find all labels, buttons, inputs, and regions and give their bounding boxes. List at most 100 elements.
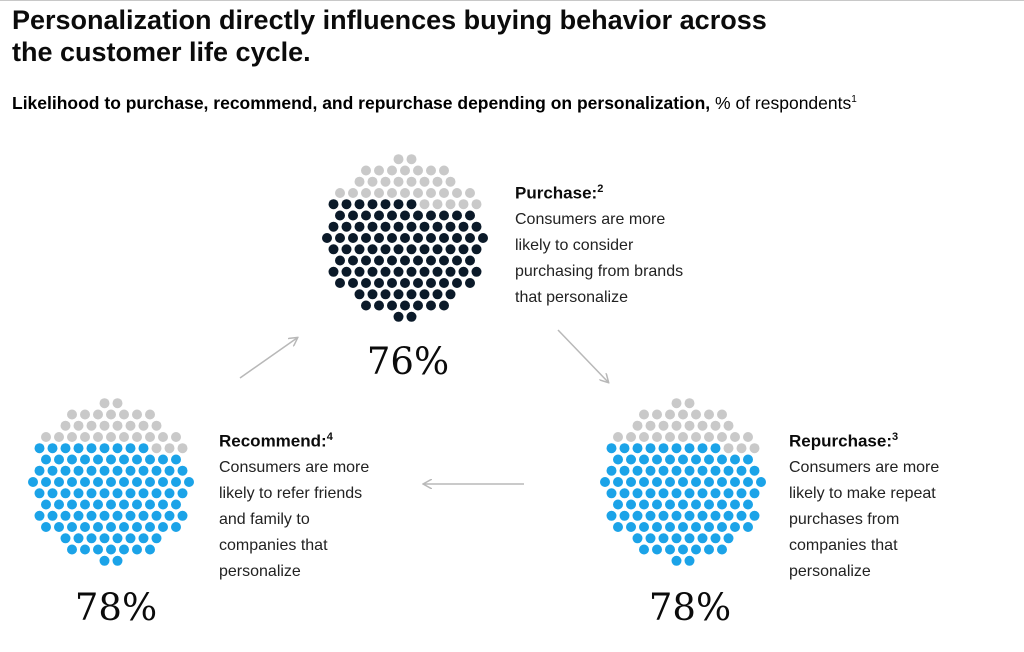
recommend-dot-filled [99,465,110,476]
repurchase-dot-filled [619,510,630,521]
repurchase-description: Consumers are more likely to make repeat… [789,458,940,580]
recommend-dot-filled [177,488,188,499]
purchase-dot-filled [419,289,430,300]
purchase-dot-filled [426,255,436,266]
purchase-dot-filled [471,221,482,232]
purchase-dot-empty [439,165,449,176]
recommend-dot-filled [119,477,129,487]
purchase-dot-filled [419,266,430,277]
recommend-dot-filled [99,555,110,566]
purchase-dot-filled [439,233,449,243]
repurchase-heading-text: Repurchase: [789,431,892,451]
recommend-heading: Recommend:4 [219,424,419,455]
recommend-dot-empty [119,409,129,420]
purchase-dot-empty [406,154,417,165]
recommend-dot-filled [171,454,181,465]
repurchase-dot-filled [665,522,675,532]
repurchase-dot-empty [639,432,649,442]
recommend-dot-filled [86,465,97,476]
repurchase-dot-filled [652,477,662,487]
purchase-dot-filled [380,199,391,210]
purchase-heading-text: Purchase: [515,183,598,203]
recommend-dot-empty [67,432,77,442]
repurchase-dot-filled [684,488,695,499]
subtitle-lead: Likelihood to purchase, recommend, and r… [12,92,711,113]
purchase-dot-filled [439,278,449,288]
recommend-dot-filled [171,477,181,487]
repurchase-dot-filled [645,488,656,499]
repurchase-dot-filled [600,477,610,487]
recommend-dot-empty [93,409,103,420]
repurchase-dot-filled [717,544,727,555]
recommend-dot-filled [138,443,149,454]
purchase-dot-empty [393,176,404,187]
recommend-dot-empty [138,420,149,431]
recommend-dot-filled [125,510,136,521]
repurchase-dot-filled [704,544,714,555]
recommend-dot-filled [73,533,84,544]
repurchase-dot-filled [704,454,714,465]
repurchase-dot-filled [606,488,617,499]
recommend-dot-filled [47,443,58,454]
recommend-dot-empty [151,420,162,431]
repurchase-dot-filled [613,522,623,532]
repurchase-dot-empty [639,409,649,420]
repurchase-dot-filled [678,454,688,465]
purchase-dot-filled [354,244,365,255]
purchase-dot-empty [374,165,384,176]
repurchase-dot-empty [665,432,675,442]
recommend-dot-filled [106,522,116,532]
repurchase-dot-filled [658,465,669,476]
recommend-dot-empty [171,432,181,442]
recommend-dot-filled [171,499,181,510]
repurchase-dot-filled [697,443,708,454]
repurchase-dot-filled [730,499,740,510]
purchase-dot-filled [322,233,332,243]
repurchase-dot-empty [717,409,727,420]
recommend-dot-filled [99,488,110,499]
purchase-dot-filled [400,210,410,221]
purchase-dot-filled [458,244,469,255]
recommend-dot-filled [164,510,175,521]
recommend-dot-filled [60,443,71,454]
purchase-dot-empty [354,176,365,187]
purchase-dot-filled [393,311,404,322]
purchase-dot-filled [387,255,397,266]
recommend-dot-filled [151,488,162,499]
recommend-dot-empty [99,420,110,431]
recommend-dot-empty [86,420,97,431]
purchase-dot-filled [452,278,462,288]
repurchase-dot-filled [743,522,753,532]
repurchase-dot-filled [671,465,682,476]
repurchase-dot-empty [678,432,688,442]
repurchase-dot-filled [704,499,714,510]
recommend-dot-filled [106,454,116,465]
purchase-dot-filled [328,221,339,232]
purchase-dot-filled [341,244,352,255]
repurchase-dot-filled [671,533,682,544]
purchase-dot-filled [406,289,417,300]
recommend-dot-empty [145,409,155,420]
purchase-dot-filled [335,233,345,243]
recommend-dot-filled [67,454,77,465]
recommend-dot-filled [112,510,123,521]
recommend-dot-filled [145,544,155,555]
repurchase-dot-filled [619,488,630,499]
recommend-dot-filled [158,522,168,532]
repurchase-footnote: 3 [891,431,899,443]
repurchase-dot-filled [626,454,636,465]
chart-subtitle: Likelihood to purchase, recommend, and r… [12,88,1002,115]
repurchase-dot-filled [665,499,675,510]
repurchase-dot-filled [632,465,643,476]
repurchase-dot-filled [671,443,682,454]
recommend-dot-filled [151,510,162,521]
recommend-dot-filled [132,454,142,465]
purchase-description: Consumers are more likely to consider pu… [515,210,684,306]
purchase-dot-filled [432,266,443,277]
repurchase-dot-filled [749,488,760,499]
repurchase-dot-filled [723,510,734,521]
flow-arrow-purchase-to-repurchase [557,329,608,382]
repurchase-dot-empty [730,432,740,442]
recommend-dot-filled [99,443,110,454]
